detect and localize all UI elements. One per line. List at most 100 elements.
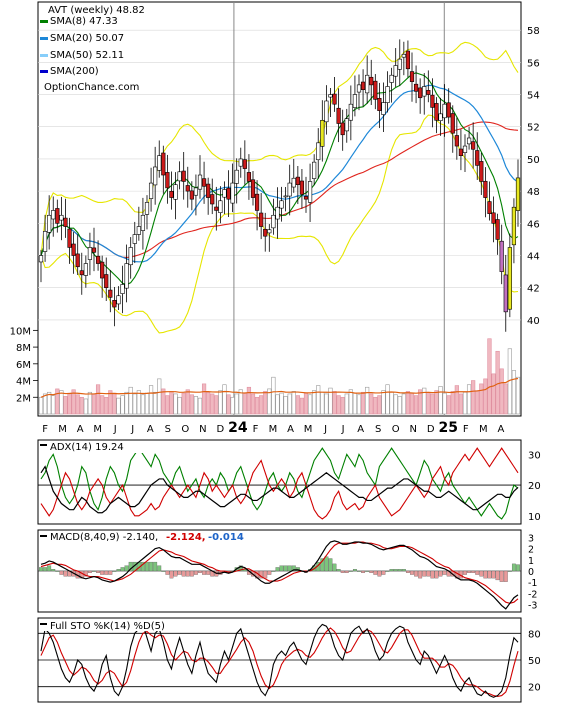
candle-body [38, 255, 44, 263]
volume-bar [377, 395, 382, 415]
candle-body [250, 179, 256, 198]
volume-bar [42, 393, 48, 415]
candle-body [230, 182, 235, 204]
candle-body [475, 150, 480, 166]
volume-bar [312, 390, 317, 415]
macd-histogram-bar [140, 561, 145, 572]
candle-body [91, 247, 97, 253]
candle-body [259, 212, 264, 227]
candle-body [381, 102, 386, 115]
volume-bar [483, 378, 488, 415]
candle-body [430, 94, 435, 108]
candle-body [471, 141, 476, 150]
macd-histogram-bar [438, 570, 443, 577]
candle-body [462, 145, 468, 153]
macd-histogram-bar [516, 564, 520, 572]
adx-tick-label: 30 [528, 450, 541, 461]
volume-bar [438, 386, 443, 415]
volume-bar [246, 386, 252, 415]
candle-body [124, 263, 129, 289]
price-tick-label: 40 [527, 316, 540, 327]
month-label: O [392, 424, 400, 435]
price-tick-label: 54 [527, 91, 540, 102]
stochastic-tick-label: 80 [528, 629, 541, 640]
macd-histogram-bar [348, 570, 353, 572]
macd-histogram-bar [328, 558, 333, 572]
volume-bar [340, 396, 345, 415]
volume-bar [148, 385, 154, 415]
macd-histogram-bar [124, 565, 129, 572]
candle-body [291, 177, 296, 188]
volume-bar [181, 392, 186, 415]
lower-band-line [40, 114, 519, 334]
volume-bar [206, 391, 211, 415]
price-tick-label: 52 [527, 123, 540, 134]
volume-bar [495, 350, 500, 415]
candle-body [157, 155, 162, 171]
volume-bar [430, 393, 435, 415]
volume-average-line [40, 377, 519, 398]
macd-histogram-bar [108, 570, 113, 575]
candle-body [83, 263, 88, 276]
volume-tick-label: 6M [16, 360, 31, 371]
macd-histogram-bar [185, 570, 190, 577]
volume-bar [328, 387, 333, 415]
volume-bar [475, 390, 480, 415]
volume-bar [267, 388, 272, 415]
candle-body [104, 274, 109, 289]
macd-line [40, 540, 519, 610]
macd-histogram-bar [393, 569, 398, 572]
volume-bar [177, 396, 182, 415]
candle-body [377, 97, 382, 111]
macd-histogram-bar [369, 570, 374, 573]
month-label: J [341, 424, 345, 435]
stochastic-title-swatch [40, 623, 47, 625]
macd-histogram-bar [442, 570, 447, 575]
candle-body [108, 289, 113, 298]
candle-body [222, 189, 227, 198]
candle-body [397, 58, 402, 70]
price-tick-label: 44 [527, 252, 540, 263]
candle-body [320, 119, 325, 147]
macd-histogram-bar [352, 569, 357, 572]
legend-entry-sma8: SMA(8) 47.33 [50, 16, 118, 27]
macd-histogram-bar [165, 570, 170, 575]
candle-body [495, 219, 500, 240]
macd-histogram-bar [189, 570, 194, 577]
volume-bar [389, 391, 394, 415]
macd-tick-label: -3 [528, 600, 537, 611]
volume-bar [413, 395, 419, 415]
legend-entry-sma20: SMA(20) 50.07 [50, 33, 124, 44]
candle-body [511, 206, 517, 246]
adx-title-background [39, 441, 151, 453]
stochastic-panel: 80 50 20 Full STO %K(14) %D(5) [37, 617, 541, 703]
volume-bar [426, 391, 431, 415]
candle-body [324, 100, 329, 123]
candle-body [173, 184, 178, 200]
candle-body [434, 103, 439, 121]
volume-bar [471, 380, 476, 415]
volume-bar [369, 393, 374, 415]
adx-line [40, 465, 519, 514]
macd-histogram-bar [381, 570, 386, 575]
volume-bar [287, 393, 292, 415]
candle-body [132, 234, 137, 244]
candle-body [336, 107, 341, 124]
candle-body [63, 217, 68, 227]
volume-bar [405, 391, 411, 415]
price-legend: AVT (weekly) 48.82 SMA(8) 47.33 SMA(20) … [40, 5, 145, 93]
candle-body [307, 181, 313, 203]
macd-histogram-bar [414, 570, 419, 577]
candle-body [438, 113, 443, 121]
macd-histogram-bar [511, 563, 516, 572]
volume-bar [316, 385, 321, 415]
volume-bar [299, 397, 305, 415]
macd-histogram-bar [365, 570, 370, 572]
month-label: D [217, 424, 225, 435]
candle-body [95, 255, 101, 264]
macd-histogram-bar [483, 570, 488, 579]
month-label: A [497, 424, 504, 435]
macd-tick-label: 1 [528, 556, 534, 567]
month-axis: F M A M J J A S O N D 24 F M A M J J A S O N D 25 F M A [42, 420, 504, 436]
volume-bar [95, 384, 101, 415]
